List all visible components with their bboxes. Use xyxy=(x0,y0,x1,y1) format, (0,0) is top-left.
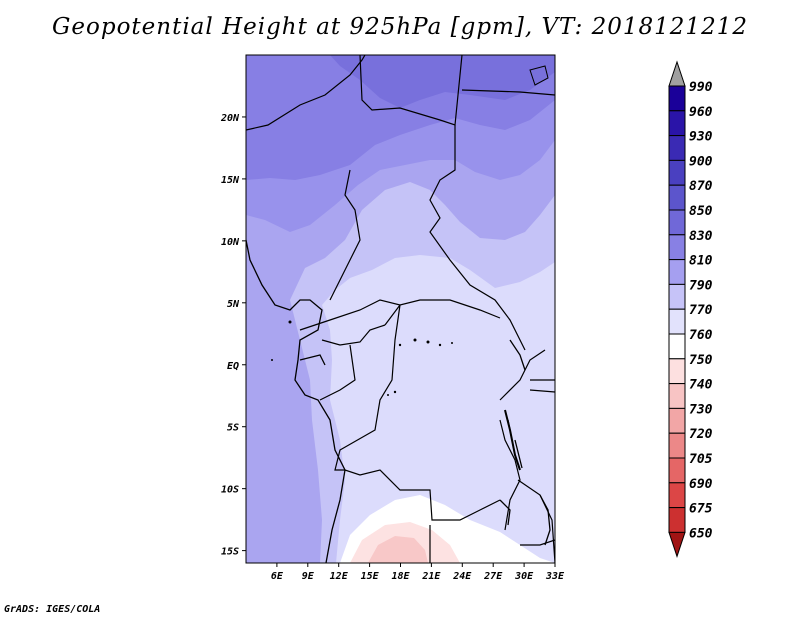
colorbar-label: 850 xyxy=(689,204,713,219)
y-tick-label: 20N xyxy=(220,113,240,124)
colorbar-swatch xyxy=(668,383,686,409)
colorbar-swatch xyxy=(668,432,686,459)
x-axis: 6E 9E 12E 15E 18E 21E 24E 27E 30E 33E xyxy=(271,563,565,582)
colorbar-swatch xyxy=(668,184,686,211)
y-tick-label: 5S xyxy=(227,423,239,434)
colorbar-label: 675 xyxy=(689,502,713,517)
colorbar-swatch xyxy=(668,159,686,186)
colorbar-label: 690 xyxy=(689,477,713,492)
x-tick-label: 6E xyxy=(271,571,284,582)
colorbar-label: 990 xyxy=(689,80,713,95)
colorbar-label: 650 xyxy=(689,526,713,541)
colorbar-swatch xyxy=(668,85,686,112)
x-tick-label: 24E xyxy=(452,571,472,582)
colorbar-label: 730 xyxy=(689,402,713,417)
colorbar-bottom-arrow xyxy=(668,531,686,558)
colorbar-swatch xyxy=(668,507,686,533)
colorbar-swatch xyxy=(668,135,686,161)
colorbar-label: 750 xyxy=(689,353,713,368)
colorbar-label: 790 xyxy=(689,278,713,293)
nile-river xyxy=(529,65,549,86)
colorbar-swatch xyxy=(668,333,686,360)
field-870 xyxy=(330,55,555,108)
colorbar-label: 960 xyxy=(689,105,713,120)
grads-credit: GrADS: IGES/COLA xyxy=(4,604,101,615)
colorbar-swatch xyxy=(668,283,686,310)
x-tick-label: 15E xyxy=(361,571,380,582)
coastline xyxy=(246,239,551,563)
x-tick-label: 27E xyxy=(483,571,503,582)
x-tick-label: 21E xyxy=(421,571,441,582)
colorbar-swatch xyxy=(668,358,686,385)
y-tick-label: 5N xyxy=(227,299,240,310)
y-tick-label: 10S xyxy=(221,485,239,496)
colorbar-label: 705 xyxy=(689,452,713,467)
colorbar-swatch xyxy=(668,259,686,285)
colorbar-label: 830 xyxy=(689,229,713,244)
colorbar-label: 930 xyxy=(689,130,713,145)
colorbar-label: 810 xyxy=(689,254,713,269)
y-tick-label: 15N xyxy=(221,175,240,186)
colorbar-label: 770 xyxy=(689,303,713,318)
colorbar-swatch xyxy=(668,234,686,261)
colorbar-swatch xyxy=(668,308,686,335)
field-740 xyxy=(368,536,428,563)
colorbar-swatch xyxy=(668,482,686,509)
colorbar-top-arrow xyxy=(668,60,686,87)
x-tick-label: 33E xyxy=(545,571,565,582)
colorbar-label: 720 xyxy=(689,427,713,442)
colorbar-label: 760 xyxy=(689,328,713,343)
x-tick-label: 9E xyxy=(302,571,315,582)
y-tick-label: 10N xyxy=(221,237,240,248)
x-tick-label: 12E xyxy=(330,571,349,582)
y-tick-label: EQ xyxy=(227,361,239,372)
y-tick-label: 15S xyxy=(221,547,239,558)
colorbar: 990 960 930 900 870 850 830 810 790 770 760 750 740 7… xyxy=(668,60,713,558)
colorbar-swatch xyxy=(668,110,686,137)
colorbar-swatch xyxy=(668,209,686,236)
map-title: Geopotential Height at 925hPa [gpm], VT:… xyxy=(52,14,748,40)
y-axis: 20N 15N 10N 5N EQ 5S 10S 15S xyxy=(220,113,246,558)
x-tick-label: 18E xyxy=(391,571,410,582)
colorbar-label: 870 xyxy=(689,179,713,194)
colorbar-label: 900 xyxy=(689,154,713,169)
height-field xyxy=(246,55,555,563)
x-tick-label: 30E xyxy=(514,571,534,582)
colorbar-swatch xyxy=(668,407,686,434)
lakes xyxy=(271,320,453,396)
colorbar-swatch xyxy=(668,457,686,484)
colorbar-label: 740 xyxy=(689,378,713,393)
